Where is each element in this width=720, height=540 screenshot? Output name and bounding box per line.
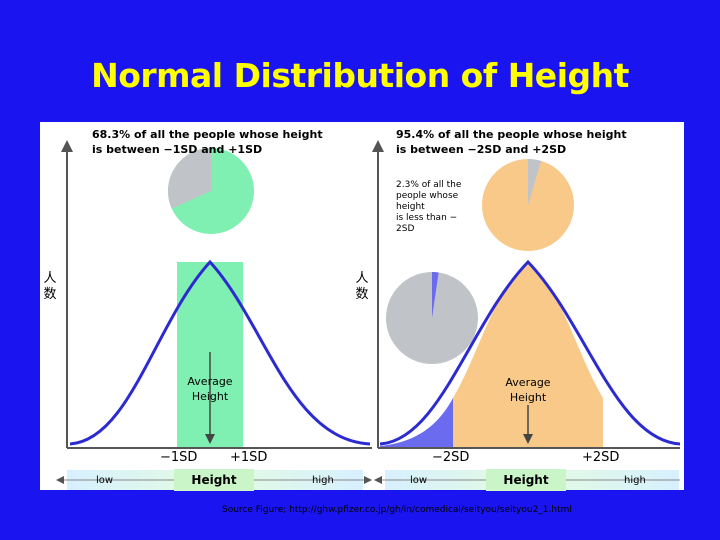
left-y-label-top: 人 (43, 271, 57, 286)
left-bar-low: low (96, 475, 114, 486)
right-y-label-bottom: 数 (355, 287, 369, 302)
right-note-line1: 2.3% of all the (396, 180, 462, 190)
left-mean-arrow-icon (205, 434, 215, 444)
left-bar-arrow-right-icon (364, 476, 372, 484)
left-average-line2: Height (191, 390, 229, 403)
right-average-line2: Height (509, 391, 547, 404)
right-mean-arrow-icon (523, 434, 533, 444)
left-panel (56, 140, 372, 490)
right-caption-line1: 95.4% of all the people whose height (396, 128, 627, 141)
right-panel (372, 140, 681, 490)
left-bar-height: Height (174, 469, 254, 491)
page-title: Normal Distribution of Height (91, 56, 629, 95)
source-citation: Source Figure; http://ghw.pfizer.co.jp/g… (222, 505, 572, 515)
right-note-line2: people whose (396, 191, 459, 201)
right-tick-plus: +2SD (582, 450, 620, 465)
right-average-line1: Average (505, 376, 551, 389)
right-y-label-top: 人 (355, 271, 369, 286)
left-y-label-bottom: 数 (43, 287, 57, 302)
right-pie-small-slice (432, 272, 439, 318)
right-caption-line2: is between −2SD and +2SD (396, 143, 567, 156)
right-bar-high: high (624, 475, 646, 486)
right-bar-arrow-left-icon (374, 476, 382, 484)
left-bar-arrow-left-icon (56, 476, 64, 484)
right-tick-minus: −2SD (432, 450, 470, 465)
right-bar-low: low (410, 475, 428, 486)
left-bell-curve (69, 259, 371, 446)
distribution-figure: 68.3% of all the people whose height is … (40, 122, 684, 491)
right-pie-large-slice (528, 159, 542, 205)
left-average-line1: Average (187, 375, 233, 388)
distribution-graphics (56, 140, 681, 490)
right-note-line5: 2SD (396, 224, 415, 234)
right-note: 2.3% of all the people whose height is l… (396, 180, 476, 235)
left-y-arrow-icon (61, 140, 73, 152)
right-orange-area (453, 262, 603, 448)
right-bar-height: Height (486, 469, 566, 491)
right-blue-tail (380, 398, 453, 448)
right-note-line3: height (396, 202, 425, 212)
left-bar-high: high (312, 475, 334, 486)
left-caption-line1: 68.3% of all the people whose height (92, 128, 323, 141)
right-note-line4: is less than − (396, 213, 458, 223)
left-tick-minus: −1SD (160, 450, 198, 465)
left-pie-slice (168, 148, 211, 209)
right-average-label: Average Height (494, 375, 562, 405)
left-tick-plus: +1SD (230, 450, 268, 465)
left-average-label: Average Height (178, 374, 242, 404)
right-y-arrow-icon (372, 140, 384, 152)
left-caption-line2: is between −1SD and +1SD (92, 143, 263, 156)
right-bell-curve (379, 259, 681, 446)
